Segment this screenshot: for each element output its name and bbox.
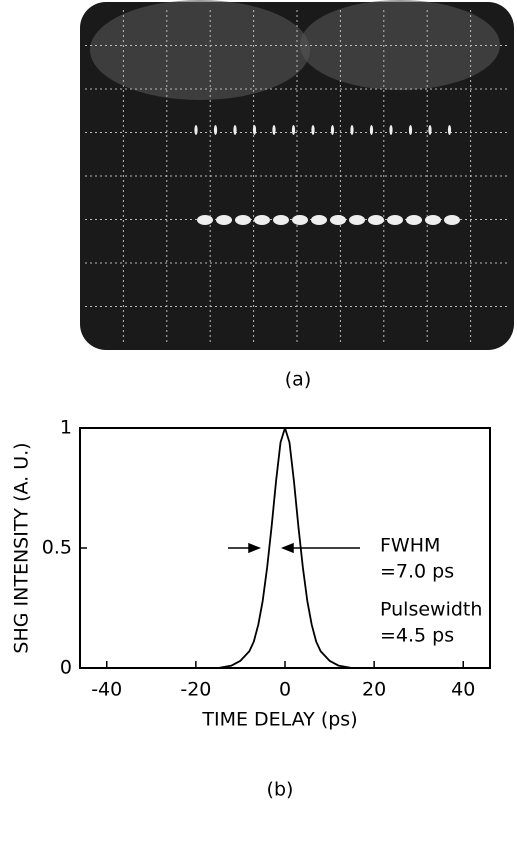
scope-pulse: [252, 125, 257, 135]
x-tick-label: -40: [91, 679, 122, 701]
scope-pulse: [369, 125, 374, 135]
scope-pulse: [272, 125, 276, 135]
arrow-head: [280, 542, 294, 554]
x-tick-label: 20: [362, 679, 386, 701]
scope-pulse: [292, 215, 308, 225]
scope-pulse: [447, 125, 452, 135]
x-tick-label: -20: [180, 679, 211, 701]
x-axis-label: TIME DELAY (ps): [201, 709, 357, 731]
annotation: =4.5 ps: [380, 625, 454, 647]
scope-pulse: [330, 125, 335, 135]
scope-pulse: [330, 215, 346, 225]
scope-pulse: [311, 125, 315, 135]
scope-pulse: [387, 215, 403, 225]
scope-pulse: [273, 215, 289, 225]
scope-pulse: [311, 215, 327, 225]
scope-pulse: [197, 215, 213, 225]
scope-pulse: [406, 215, 422, 225]
oscilloscope-photo: [80, 0, 514, 350]
scope-pulse: [194, 125, 198, 135]
arrow-head: [248, 542, 262, 554]
y-tick-label: 0: [60, 657, 72, 679]
scope-pulse: [349, 215, 365, 225]
scope-pulse: [425, 215, 441, 225]
scope-pulse: [233, 125, 237, 135]
x-tick-label: 0: [279, 679, 291, 701]
photo-glare: [90, 0, 310, 100]
scope-pulse: [444, 215, 460, 225]
annotation: =7.0 ps: [380, 561, 454, 583]
fwhm-arrows: [228, 542, 360, 554]
scope-pulse: [235, 215, 251, 225]
data-line: [84, 427, 486, 669]
panel-label: (b): [267, 779, 294, 801]
scope-pulse: [368, 215, 384, 225]
scope-pulse: [350, 125, 354, 135]
scope-pulse: [408, 125, 413, 135]
x-tick-label: 40: [451, 679, 475, 701]
scope-pulse: [389, 125, 393, 135]
y-tick-label: 1: [60, 417, 72, 439]
scope-pulse: [291, 125, 296, 135]
panel-label: (a): [285, 369, 311, 391]
scope-pulse: [213, 125, 218, 135]
annotation: FWHM: [380, 535, 440, 557]
scope-pulse: [254, 215, 270, 225]
annotation: Pulsewidth: [380, 599, 482, 621]
y-tick-label: 0.5: [42, 537, 72, 559]
scope-pulse: [216, 215, 232, 225]
y-axis-label: SHG INTENSITY (A. U.): [11, 442, 33, 653]
scope-pulse: [428, 125, 432, 135]
